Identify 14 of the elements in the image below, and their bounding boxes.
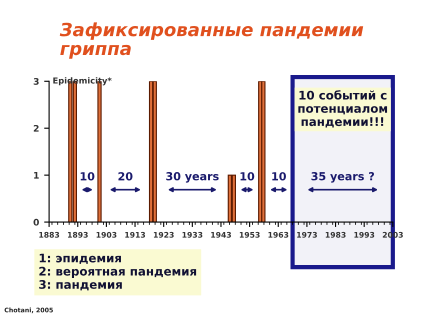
annotation: 10: [272, 172, 286, 181]
annotation: 35 years ?: [311, 172, 374, 183]
y-axis-title: Epidemicity*: [53, 77, 112, 86]
annotation: 10: [240, 172, 254, 181]
annotation: 30 years: [166, 172, 219, 183]
annotation: 10: [80, 172, 94, 181]
band-label: 10 событий с потенциалом пандемии!!!: [298, 90, 388, 128]
annotation: 20: [118, 172, 132, 181]
y-tick-label: 1: [34, 172, 39, 179]
y-tick-label: 2: [34, 124, 39, 132]
chart-title: Зафиксированные пандемии гриппа: [60, 22, 364, 59]
y-tick-label: 0: [34, 218, 39, 226]
y-tick-label: 3: [34, 78, 39, 85]
text: 1: эпидемия 2: вероятная пандемия 3: пандемия: [39, 254, 196, 290]
